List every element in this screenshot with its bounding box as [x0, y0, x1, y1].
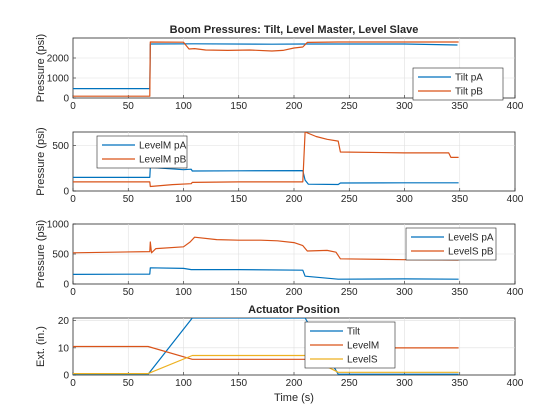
legend-entry: LevelS pA [448, 233, 494, 244]
x-tick-label: 400 [507, 378, 524, 389]
chart-boom-pressures-level-master: 0 50 100 150 200 250 300 350 400 0 500 Pressure (ps… [35, 127, 524, 205]
x-tick-label: 100 [175, 378, 192, 389]
x-tick-label: 150 [230, 194, 247, 205]
x-tick-label: 350 [451, 101, 468, 112]
y-tick-label: 500 [52, 250, 69, 261]
x-tick-label: 250 [341, 378, 358, 389]
x-tick-label: 200 [286, 378, 303, 389]
x-tick-label: 400 [507, 101, 524, 112]
chart-actuator-position: 0 50 100 150 200 250 300 350 400 0 10 20 Actuator Po… [35, 304, 524, 389]
legend-box [304, 321, 396, 369]
series-line-levelm-pb [73, 132, 459, 188]
series-line-tilt-pb [73, 41, 459, 97]
x-tick-label: 300 [396, 287, 413, 298]
x-tick-label: 200 [286, 287, 303, 298]
y-axis-label: Pressure (psi) [35, 127, 47, 195]
series-line-levels-pb [73, 236, 459, 261]
x-tick-label: 250 [341, 194, 358, 205]
legend-entry: LevelS pB [448, 247, 494, 258]
x-tick-label: 150 [230, 287, 247, 298]
x-tick-label: 250 [341, 287, 358, 298]
x-tick-label: 150 [230, 378, 247, 389]
x-tick-label: 350 [451, 194, 468, 205]
series-line-levels [73, 354, 459, 375]
legend: Tilt LevelM LevelS [304, 321, 396, 369]
y-tick-label: 0 [63, 94, 69, 105]
x-tick-label: 100 [175, 101, 192, 112]
x-tick-label: 50 [123, 101, 135, 112]
x-tick-label: 300 [396, 194, 413, 205]
y-tick-label: 500 [52, 141, 69, 152]
x-tick-label: 50 [123, 287, 135, 298]
x-tick-label: 0 [70, 101, 76, 112]
legend-entry: Tilt [347, 327, 360, 338]
chart-boom-pressures-level-slave: 0 50 100 150 200 250 300 350 400 0 500 1000Pressure… [35, 220, 524, 299]
y-tick-label: 0 [63, 280, 69, 291]
x-tick-label: 400 [507, 194, 524, 205]
y-tick-label: 2000 [47, 54, 70, 65]
x-tick-label: 200 [286, 101, 303, 112]
x-axis-label: Time (s) [274, 392, 314, 404]
x-tick-label: 200 [286, 194, 303, 205]
chart-title: Actuator Position [248, 304, 340, 316]
x-tick-label: 100 [175, 194, 192, 205]
x-tick-label: 0 [70, 287, 76, 298]
y-tick-label: 1000 [47, 74, 70, 85]
x-tick-label: 250 [341, 101, 358, 112]
x-tick-label: 150 [230, 101, 247, 112]
legend-entry: Tilt pA [455, 73, 483, 84]
legend-box [405, 227, 497, 261]
chart-boom-pressures-tilt: 0 50 100 150 200 250 300 350 400 0 1000 2000 Boom Pr… [35, 24, 524, 112]
x-tick-label: 300 [396, 378, 413, 389]
legend: LevelS pA LevelS pB [405, 227, 497, 261]
y-tick-label: 10 [58, 343, 70, 354]
y-axis-label: Pressure (psi) [35, 34, 47, 102]
y-tick-label: 20 [58, 316, 70, 327]
x-tick-label: 300 [396, 101, 413, 112]
legend-entry: Tilt pB [455, 87, 483, 98]
x-tick-label: 50 [123, 194, 135, 205]
legend-box [412, 67, 504, 101]
x-tick-label: 0 [70, 194, 76, 205]
y-tick-label: 0 [63, 371, 69, 382]
y-axis-label: Pressure (psi) [35, 220, 47, 288]
x-tick-label: 400 [507, 287, 524, 298]
y-axis-label: Ext. (in.) [35, 326, 47, 367]
series-line-levels-pa [73, 267, 459, 280]
y-tick-label: 0 [63, 187, 69, 198]
x-tick-label: 0 [70, 378, 76, 389]
legend-entry: LevelM pB [139, 155, 187, 166]
legend: Tilt pA Tilt pB [412, 67, 504, 101]
legend-entry: LevelS [347, 355, 378, 366]
x-tick-label: 350 [451, 287, 468, 298]
chart-title: Boom Pressures: Tilt, Level Master, Leve… [170, 24, 419, 36]
x-tick-label: 100 [175, 287, 192, 298]
legend: LevelM pA LevelM pB [96, 135, 188, 169]
legend-box [96, 135, 188, 169]
y-tick-label: 1000 [47, 220, 70, 231]
x-tick-label: 50 [123, 378, 135, 389]
legend-entry: LevelM pA [139, 141, 187, 152]
legend-entry: LevelM [347, 341, 379, 352]
x-tick-label: 350 [451, 378, 468, 389]
